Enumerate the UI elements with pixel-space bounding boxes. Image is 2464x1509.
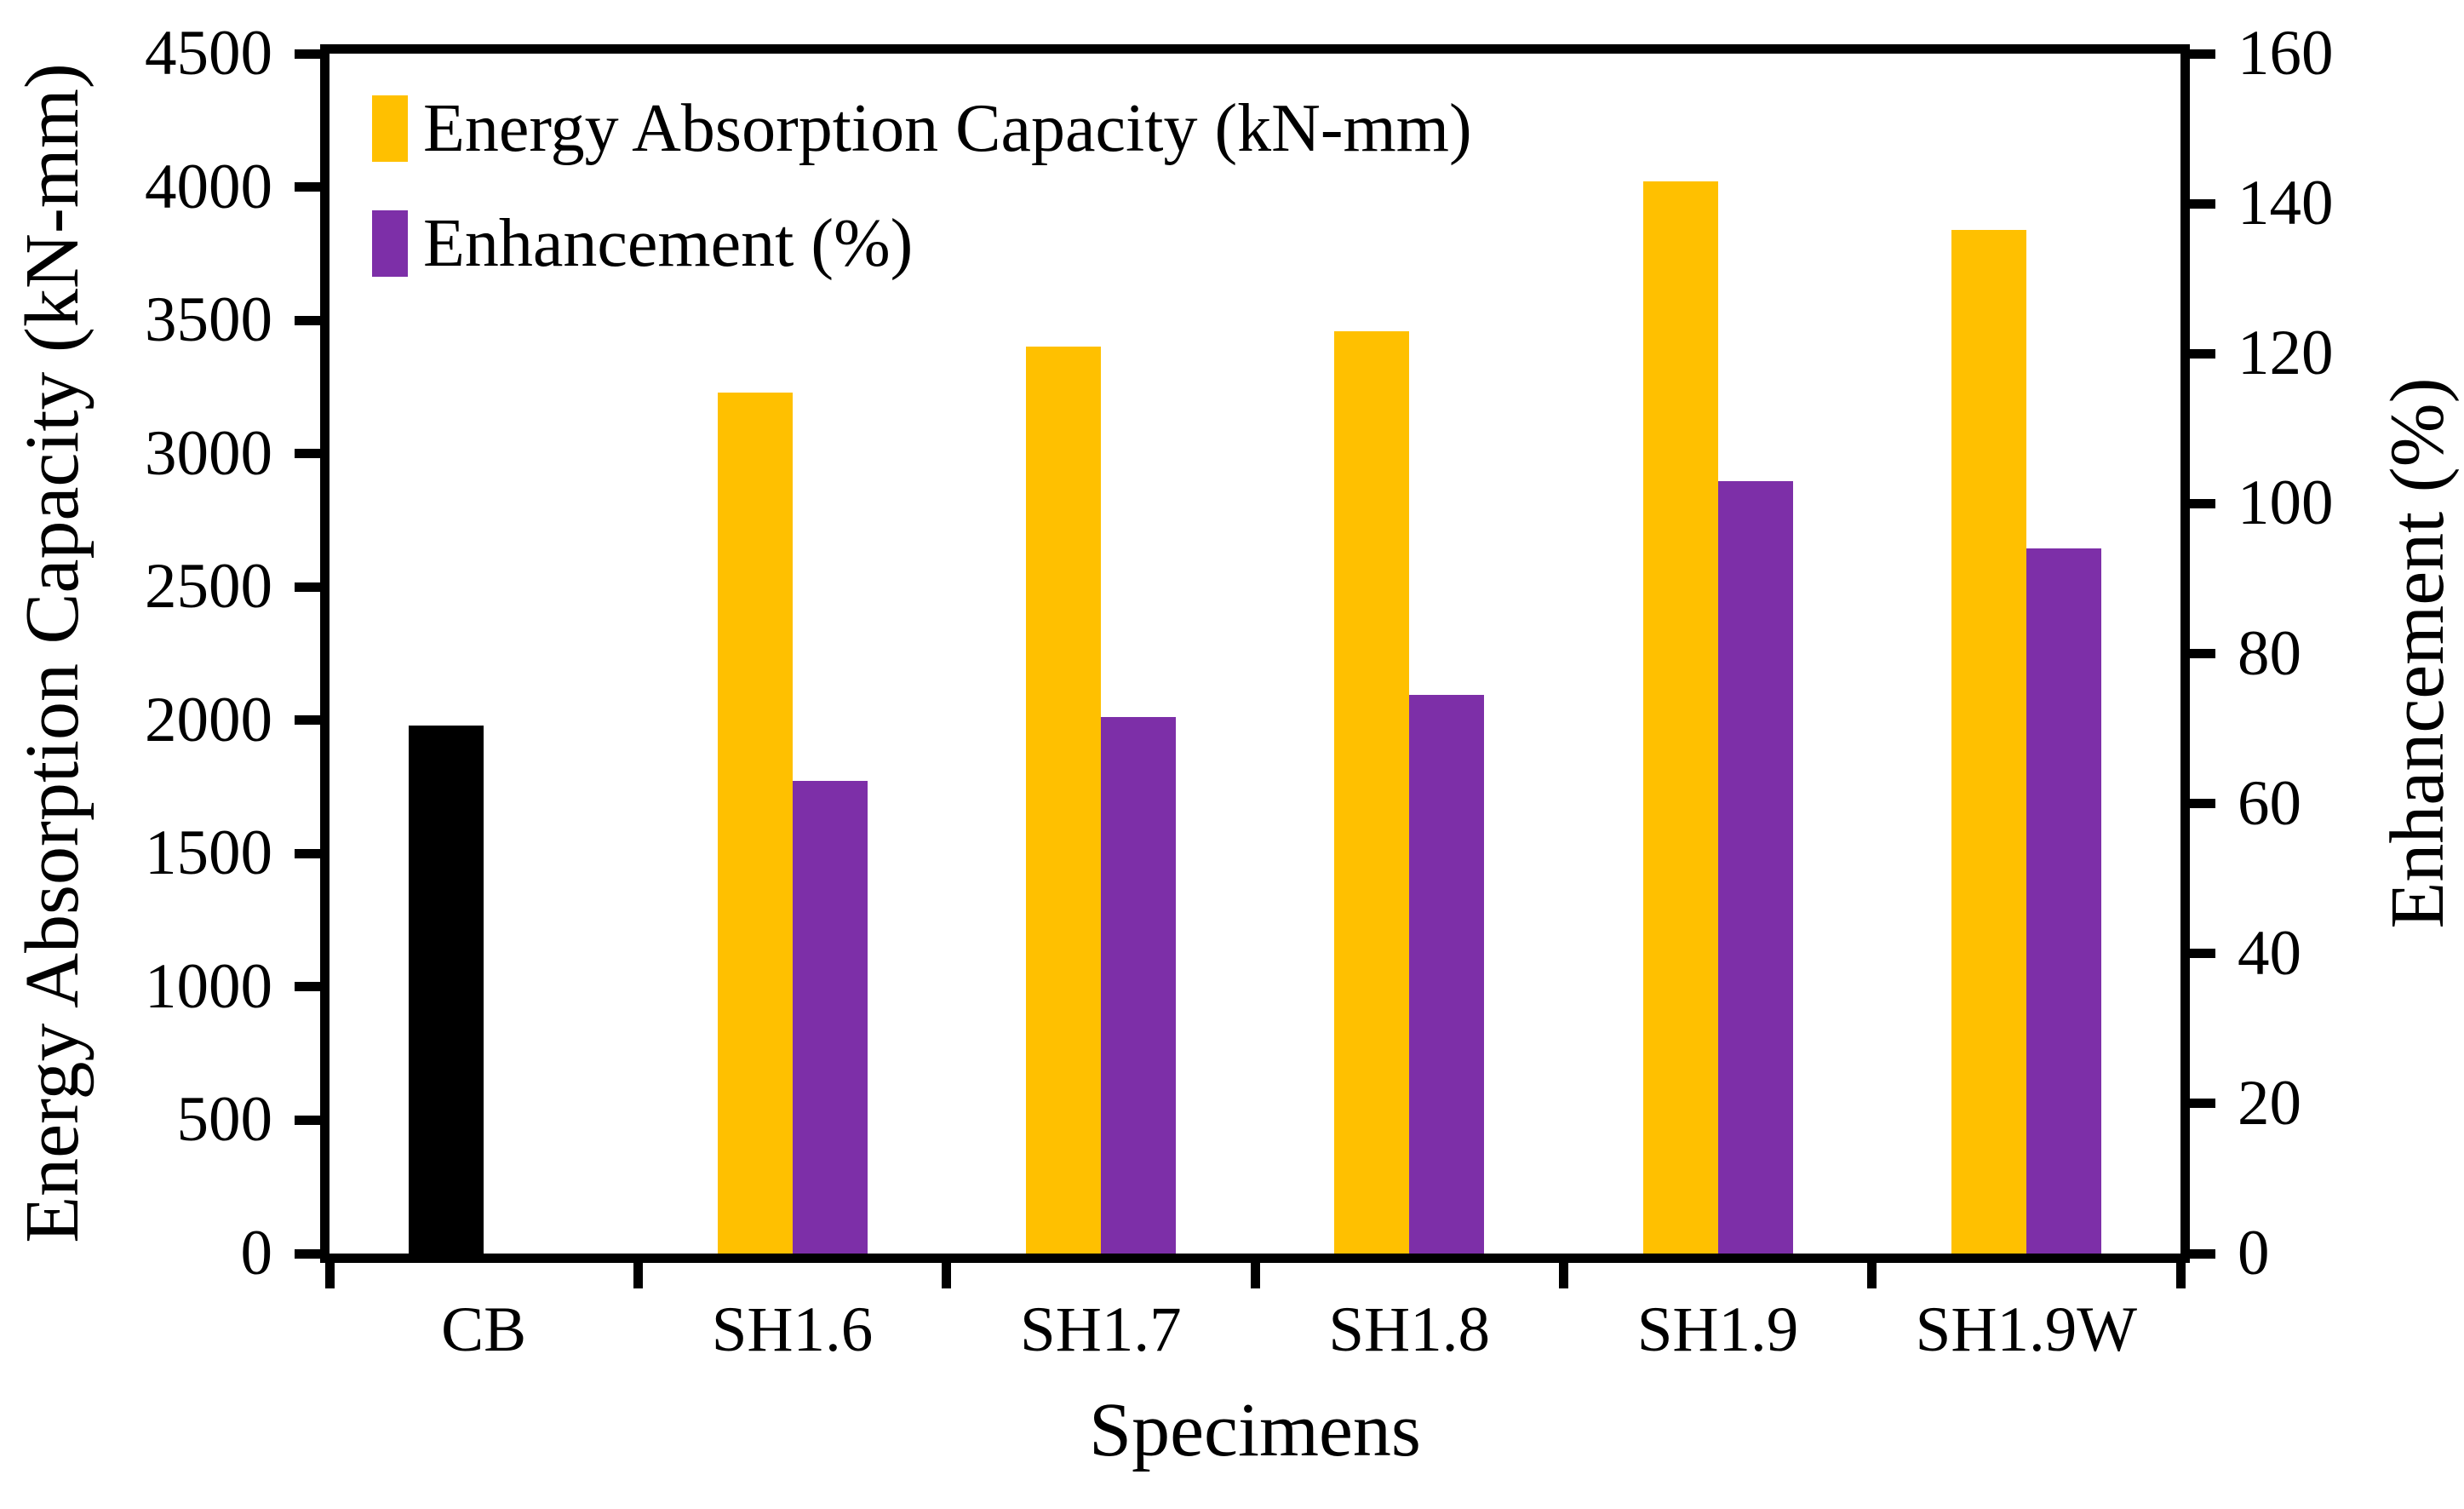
right-tick-label: 60	[2238, 767, 2301, 839]
left-tick	[295, 715, 320, 726]
eac-bar	[1642, 181, 1718, 1254]
right-tick-label: 120	[2238, 318, 2334, 389]
enhancement-bar	[1717, 480, 1793, 1254]
enhancement-bar	[1409, 694, 1485, 1254]
plot-frame	[320, 44, 2190, 1263]
left-tick	[295, 449, 320, 459]
enhancement-bar	[1100, 717, 1176, 1254]
eac-bar	[1334, 330, 1410, 1254]
x-tick	[324, 1263, 335, 1288]
x-axis-title: Specimens	[1089, 1388, 1421, 1472]
eac-bar	[409, 726, 484, 1254]
x-tick	[1558, 1263, 1568, 1288]
left-tick-label: 4000	[145, 151, 272, 222]
eac-bar	[1951, 229, 2026, 1254]
left-tick	[295, 582, 320, 592]
x-category-label: SH1.8	[1328, 1294, 1490, 1365]
left-tick-label: 1000	[145, 950, 272, 1022]
enhancement-legend-label: Enhancement (%)	[423, 206, 914, 281]
eac-legend-swatch	[372, 95, 408, 162]
left-tick	[295, 1115, 320, 1125]
right-tick	[2190, 1248, 2215, 1259]
right-axis-title: Enhancement (%)	[2375, 377, 2460, 929]
eac-legend-label: Energy Absorption Capacity (kN-mm)	[423, 91, 1472, 166]
left-tick-label: 1500	[145, 818, 272, 889]
right-tick-label: 140	[2238, 168, 2334, 239]
right-tick-label: 40	[2238, 917, 2301, 989]
right-tick	[2190, 498, 2215, 508]
left-tick-label: 4500	[145, 18, 272, 89]
eac-bar	[717, 392, 793, 1254]
left-tick	[295, 315, 320, 325]
left-tick	[295, 1248, 320, 1259]
left-tick	[295, 182, 320, 192]
x-tick	[2175, 1263, 2186, 1288]
x-category-label: SH1.9W	[1915, 1294, 2138, 1365]
left-tick-label: 2500	[145, 551, 272, 623]
right-tick	[2190, 49, 2215, 59]
left-tick-label: 2000	[145, 684, 272, 755]
left-tick-label: 3000	[145, 417, 272, 489]
x-tick	[942, 1263, 952, 1288]
x-category-label: SH1.7	[1020, 1294, 1182, 1365]
left-tick-label: 3500	[145, 284, 272, 356]
x-tick	[633, 1263, 643, 1288]
left-axis-title: Energy Absorption Capacity (kN-mm)	[10, 63, 95, 1243]
right-tick-label: 0	[2238, 1218, 2270, 1288]
left-tick-label: 500	[176, 1084, 273, 1156]
right-tick-label: 20	[2238, 1067, 2301, 1139]
left-tick-label: 0	[240, 1218, 273, 1288]
enhancement-legend-swatch	[372, 210, 408, 277]
right-tick	[2190, 799, 2215, 809]
left-tick	[295, 49, 320, 59]
right-tick	[2190, 949, 2215, 959]
right-tick	[2190, 1099, 2215, 1109]
right-tick	[2190, 649, 2215, 658]
enhancement-bar	[792, 781, 868, 1254]
left-tick	[295, 982, 320, 992]
enhancement-bar	[2026, 548, 2101, 1254]
x-category-label: SH1.9	[1636, 1294, 1799, 1365]
x-category-label: CB	[441, 1294, 527, 1365]
right-tick	[2190, 198, 2215, 209]
x-category-label: SH1.6	[711, 1294, 874, 1365]
x-tick	[1867, 1263, 1877, 1288]
x-tick	[1250, 1263, 1260, 1288]
eac-bar	[1025, 347, 1101, 1254]
right-tick-label: 160	[2238, 18, 2334, 89]
right-tick-label: 100	[2238, 468, 2334, 539]
right-tick	[2190, 348, 2215, 359]
left-tick	[295, 848, 320, 858]
right-tick-label: 80	[2238, 617, 2301, 689]
